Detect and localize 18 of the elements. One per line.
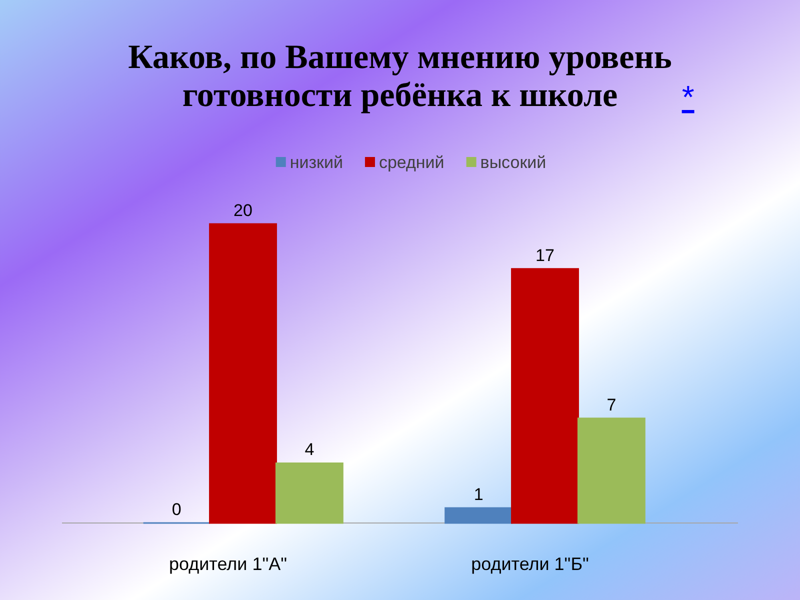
bar <box>209 223 277 524</box>
x-tick-label: родители 1"А" <box>169 554 287 574</box>
text: * <box>682 79 694 115</box>
data-label: 0 <box>172 500 182 519</box>
legend-label: средний <box>378 153 444 172</box>
legend-label: низкий <box>290 153 343 172</box>
data-label: 1 <box>474 485 484 504</box>
bar <box>511 268 579 524</box>
bar <box>275 462 344 524</box>
x-tick-label: родители 1"Б" <box>471 554 589 574</box>
legend-label: высокий <box>480 153 546 172</box>
chart-title: Каков, по Вашему мнению уровень готовности ребёнка к школе <box>128 39 672 114</box>
data-label: 20 <box>234 201 252 220</box>
data-label: 4 <box>304 440 314 460</box>
bar <box>444 507 513 524</box>
data-label: 7 <box>606 395 616 414</box>
data-label: 17 <box>536 246 554 265</box>
bar <box>577 418 646 524</box>
